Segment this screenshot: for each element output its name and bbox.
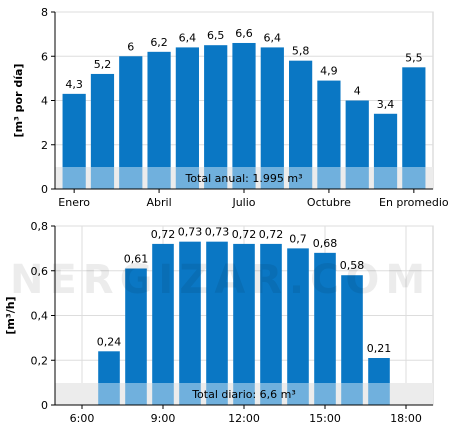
bar-value-label: 4,9 [320,65,338,78]
x-tick-label: Octubre [307,196,351,209]
bar-value-label: 0,73 [205,226,230,239]
bar [341,275,363,405]
bar [289,60,313,189]
bar [368,358,390,405]
y-axis-title: [m³/h] [4,296,17,334]
bar [179,241,201,405]
bar-value-label: 0,58 [340,259,365,272]
bar [260,47,284,190]
bar [175,47,199,190]
total-band-overlay [55,383,433,405]
bar-value-label: 0,68 [313,237,338,250]
bar-value-label: 5,8 [292,45,310,58]
bar-value-label: 4 [354,85,361,98]
y-tick-label: 0,2 [31,354,49,367]
bar-value-label: 0,73 [178,226,203,239]
bar-value-label: 5,5 [405,51,423,64]
bar [125,268,147,405]
x-tick-label: 9:00 [151,412,176,425]
bar [345,100,369,189]
bar-value-label: 0,72 [151,228,176,241]
bar [119,56,143,189]
bar-value-label: 6,4 [179,31,197,44]
total-band-overlay [55,167,433,189]
bar [317,80,341,189]
y-tick-label: 0 [41,183,48,196]
y-tick-label: 0,6 [31,265,49,278]
bar [232,42,256,189]
watermark-text: NERGIZAR.COM [10,257,431,303]
total-label: Total diario: 6,6 m³ [191,388,296,401]
bar [402,67,426,189]
bar-value-label: 0,61 [124,253,149,266]
bar-value-label: 0,21 [367,342,392,355]
x-tick-label: 18:00 [390,412,422,425]
bar [204,45,228,189]
x-tick-label: 6:00 [70,412,95,425]
bar [314,252,336,405]
bar [152,243,174,405]
bar [260,243,282,405]
x-tick-label: Abril [146,196,171,209]
total-label: Total anual: 1.995 m³ [185,172,303,185]
x-tick-label: Enero [58,196,90,209]
y-tick-label: 8 [41,6,48,19]
bar [98,351,120,405]
bar-value-label: 0,7 [289,232,307,245]
x-tick-label: En promedio [379,196,449,209]
bar [90,73,115,189]
y-tick-label: 4 [41,95,48,108]
y-tick-label: 0,8 [31,220,49,233]
bar-value-label: 6,6 [235,27,253,40]
y-tick-label: 6 [41,50,48,63]
bar-value-label: 5,2 [94,58,112,71]
bar-value-label: 6,4 [264,31,282,44]
bar [206,241,228,405]
x-tick-label: 15:00 [309,412,341,425]
y-tick-label: 0,4 [31,310,49,323]
bar [373,113,398,189]
bar-value-label: 0,72 [259,228,284,241]
bar [287,248,309,405]
bar-value-label: 6,5 [207,29,225,42]
bar-value-label: 6 [127,40,134,53]
y-axis-title: [m³ por día] [12,64,25,138]
x-tick-label: Julio [231,196,255,209]
bar-value-label: 0,72 [232,228,257,241]
bar-value-label: 6,2 [150,36,168,49]
bar [62,93,86,189]
bar [233,243,255,405]
y-tick-label: 0 [41,399,48,412]
bar-value-label: 3,4 [377,98,395,111]
y-tick-label: 2 [41,139,48,152]
bar [147,51,171,190]
bar-value-label: 4,3 [65,78,83,91]
x-tick-label: 12:00 [228,412,260,425]
bar-value-label: 0,24 [97,335,122,348]
